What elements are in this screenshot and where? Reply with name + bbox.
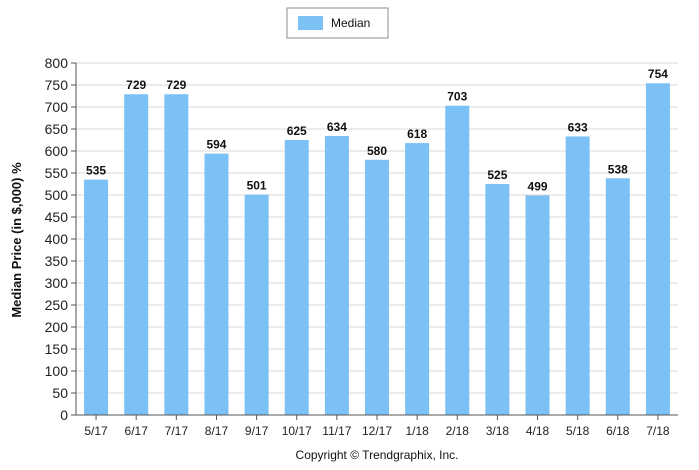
y-axis-ticks: 0 50 100 150 200 250 300 350 400 450 500 550 600 650 7… <box>45 55 76 423</box>
y-tick-label: 300 <box>45 275 69 291</box>
x-tick-label: 1/18 <box>405 424 429 438</box>
bars <box>84 83 670 416</box>
data-label: 634 <box>327 120 347 134</box>
bar <box>405 143 430 415</box>
data-label: 703 <box>447 90 467 104</box>
x-tick-label: 5/18 <box>566 424 590 438</box>
y-tick-label: 550 <box>45 165 69 181</box>
y-tick-label: 500 <box>45 187 69 203</box>
x-tick-label: 9/17 <box>245 424 269 438</box>
y-tick-label: 0 <box>60 407 68 423</box>
data-label: 633 <box>568 120 588 134</box>
bar <box>244 194 269 415</box>
legend-swatch <box>298 16 323 30</box>
bar <box>605 178 630 415</box>
y-axis-title: Median Price (in $,000) % <box>9 162 24 318</box>
data-label: 594 <box>206 138 226 152</box>
x-tick-label: 12/17 <box>362 424 392 438</box>
legend-label: Median <box>331 16 370 30</box>
data-label: 625 <box>287 124 307 138</box>
data-label: 618 <box>407 127 427 141</box>
bar <box>284 140 309 415</box>
bar <box>204 153 229 415</box>
x-tick-label: 7/17 <box>165 424 189 438</box>
bar <box>164 94 189 416</box>
data-label: 525 <box>487 168 507 182</box>
y-tick-label: 650 <box>45 121 69 137</box>
x-tick-label: 2/18 <box>446 424 470 438</box>
bar <box>84 179 109 415</box>
y-tick-label: 200 <box>45 319 69 335</box>
data-label: 729 <box>166 78 186 92</box>
x-tick-label: 11/17 <box>322 424 351 438</box>
data-label: 499 <box>528 179 548 193</box>
bar <box>565 136 590 416</box>
x-axis-ticks: 5/17 6/17 7/17 8/17 9/17 10/17 11/17 12/17 1/18 2… <box>84 415 670 438</box>
x-tick-label: 4/18 <box>526 424 550 438</box>
x-tick-label: 3/18 <box>486 424 510 438</box>
y-tick-label: 450 <box>45 209 69 225</box>
data-labels: 535 729 729 594 501 625 634 580 618 703 525 499 633 5… <box>86 67 668 193</box>
y-tick-label: 350 <box>45 253 69 269</box>
bar <box>324 136 349 416</box>
y-tick-label: 400 <box>45 231 69 247</box>
y-tick-label: 50 <box>52 385 68 401</box>
x-tick-label: 5/17 <box>84 424 108 438</box>
axes <box>75 63 678 416</box>
data-label: 580 <box>367 144 387 158</box>
data-label: 754 <box>648 67 668 81</box>
data-label: 729 <box>126 78 146 92</box>
bar <box>645 83 670 416</box>
data-label: 535 <box>86 164 106 178</box>
bar <box>525 195 550 415</box>
y-tick-label: 250 <box>45 297 69 313</box>
y-tick-label: 100 <box>45 363 69 379</box>
copyright-text: Copyright © Trendgraphix, Inc. <box>296 448 459 462</box>
x-tick-label: 6/17 <box>125 424 149 438</box>
data-label: 538 <box>608 162 628 176</box>
x-tick-label: 8/17 <box>205 424 229 438</box>
x-tick-label: 10/17 <box>282 424 312 438</box>
y-tick-label: 800 <box>45 55 69 71</box>
y-tick-label: 750 <box>45 77 69 93</box>
bar <box>124 94 149 416</box>
data-label: 501 <box>247 179 267 193</box>
y-tick-label: 600 <box>45 143 69 159</box>
y-tick-label: 700 <box>45 99 69 115</box>
bar <box>365 159 389 415</box>
y-tick-label: 150 <box>45 341 69 357</box>
legend: Median <box>286 7 389 39</box>
bar <box>445 105 470 416</box>
bar <box>485 184 510 415</box>
x-tick-label: 6/18 <box>606 424 630 438</box>
x-tick-label: 7/18 <box>646 424 670 438</box>
